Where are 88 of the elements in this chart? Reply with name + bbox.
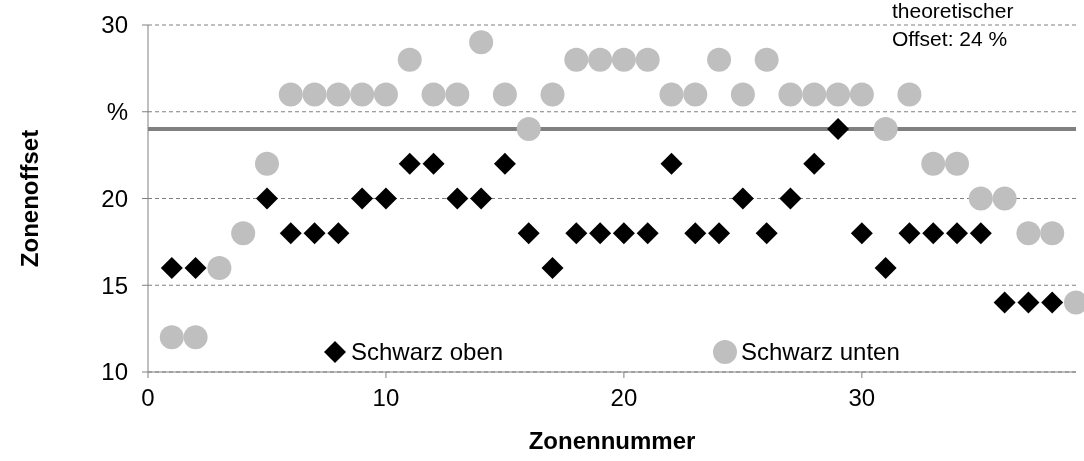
point [541, 256, 564, 279]
point [730, 82, 755, 107]
point [708, 222, 731, 245]
point [660, 152, 683, 175]
point [684, 222, 707, 245]
point [302, 82, 327, 107]
point [373, 82, 398, 107]
y-axis-title: Zonenoffset [16, 129, 43, 268]
point [802, 82, 827, 107]
point [564, 47, 589, 72]
y-tick-label: % [106, 98, 128, 126]
point [327, 222, 350, 245]
point [850, 222, 873, 245]
x-tick-label: 0 [141, 384, 155, 411]
point [517, 222, 540, 245]
point [755, 222, 778, 245]
point [588, 47, 613, 72]
point [683, 82, 708, 107]
x-tick-label: 30 [848, 384, 876, 411]
point [778, 82, 803, 107]
point [849, 82, 874, 107]
point [374, 187, 397, 210]
point [1041, 291, 1064, 314]
point [397, 47, 422, 72]
point [945, 151, 970, 176]
point [183, 325, 208, 350]
point [446, 187, 469, 210]
legend-label: Schwarz unten [741, 338, 900, 366]
point [326, 82, 351, 107]
point [255, 187, 278, 210]
point [421, 82, 446, 107]
point [207, 255, 232, 280]
point [946, 222, 969, 245]
point [993, 291, 1016, 314]
y-tick-label: 30 [101, 11, 128, 39]
point [469, 30, 494, 55]
point [636, 222, 659, 245]
point [1017, 291, 1040, 314]
point [921, 151, 946, 176]
point [184, 256, 207, 279]
point [470, 187, 493, 210]
point [635, 47, 660, 72]
legend-label: Schwarz oben [351, 338, 504, 366]
point [968, 186, 993, 211]
point [1016, 221, 1041, 246]
point [803, 152, 826, 175]
point [254, 151, 279, 176]
point [516, 117, 541, 142]
point [231, 221, 256, 246]
point [350, 82, 375, 107]
point [754, 47, 779, 72]
point [827, 118, 850, 141]
point [303, 222, 326, 245]
y-tick-label: 10 [101, 358, 128, 386]
point [1040, 221, 1065, 246]
x-tick-label: 20 [610, 384, 638, 411]
point [422, 152, 445, 175]
point [826, 82, 851, 107]
point [589, 222, 612, 245]
point [351, 187, 374, 210]
point [969, 222, 992, 245]
annotation: theoretischer Offset: 24 % [892, 0, 1014, 50]
point [278, 82, 303, 107]
point [922, 222, 945, 245]
point [659, 82, 684, 107]
point [731, 187, 754, 210]
point [159, 325, 184, 350]
point [565, 222, 588, 245]
point [898, 222, 921, 245]
point [493, 152, 516, 175]
point [897, 82, 922, 107]
x-axis-title: Zonennummer [528, 427, 696, 454]
point [707, 47, 732, 72]
point [873, 117, 898, 142]
point [612, 222, 635, 245]
point [611, 47, 636, 72]
point [492, 82, 517, 107]
point [445, 82, 470, 107]
y-tick-label: 15 [101, 271, 128, 299]
point [779, 187, 802, 210]
point [398, 152, 421, 175]
x-tick-label: 10 [372, 384, 400, 411]
point [279, 222, 302, 245]
point [992, 186, 1017, 211]
point [540, 82, 565, 107]
point [874, 256, 897, 279]
point [160, 256, 183, 279]
y-tick-label: 20 [101, 184, 128, 212]
